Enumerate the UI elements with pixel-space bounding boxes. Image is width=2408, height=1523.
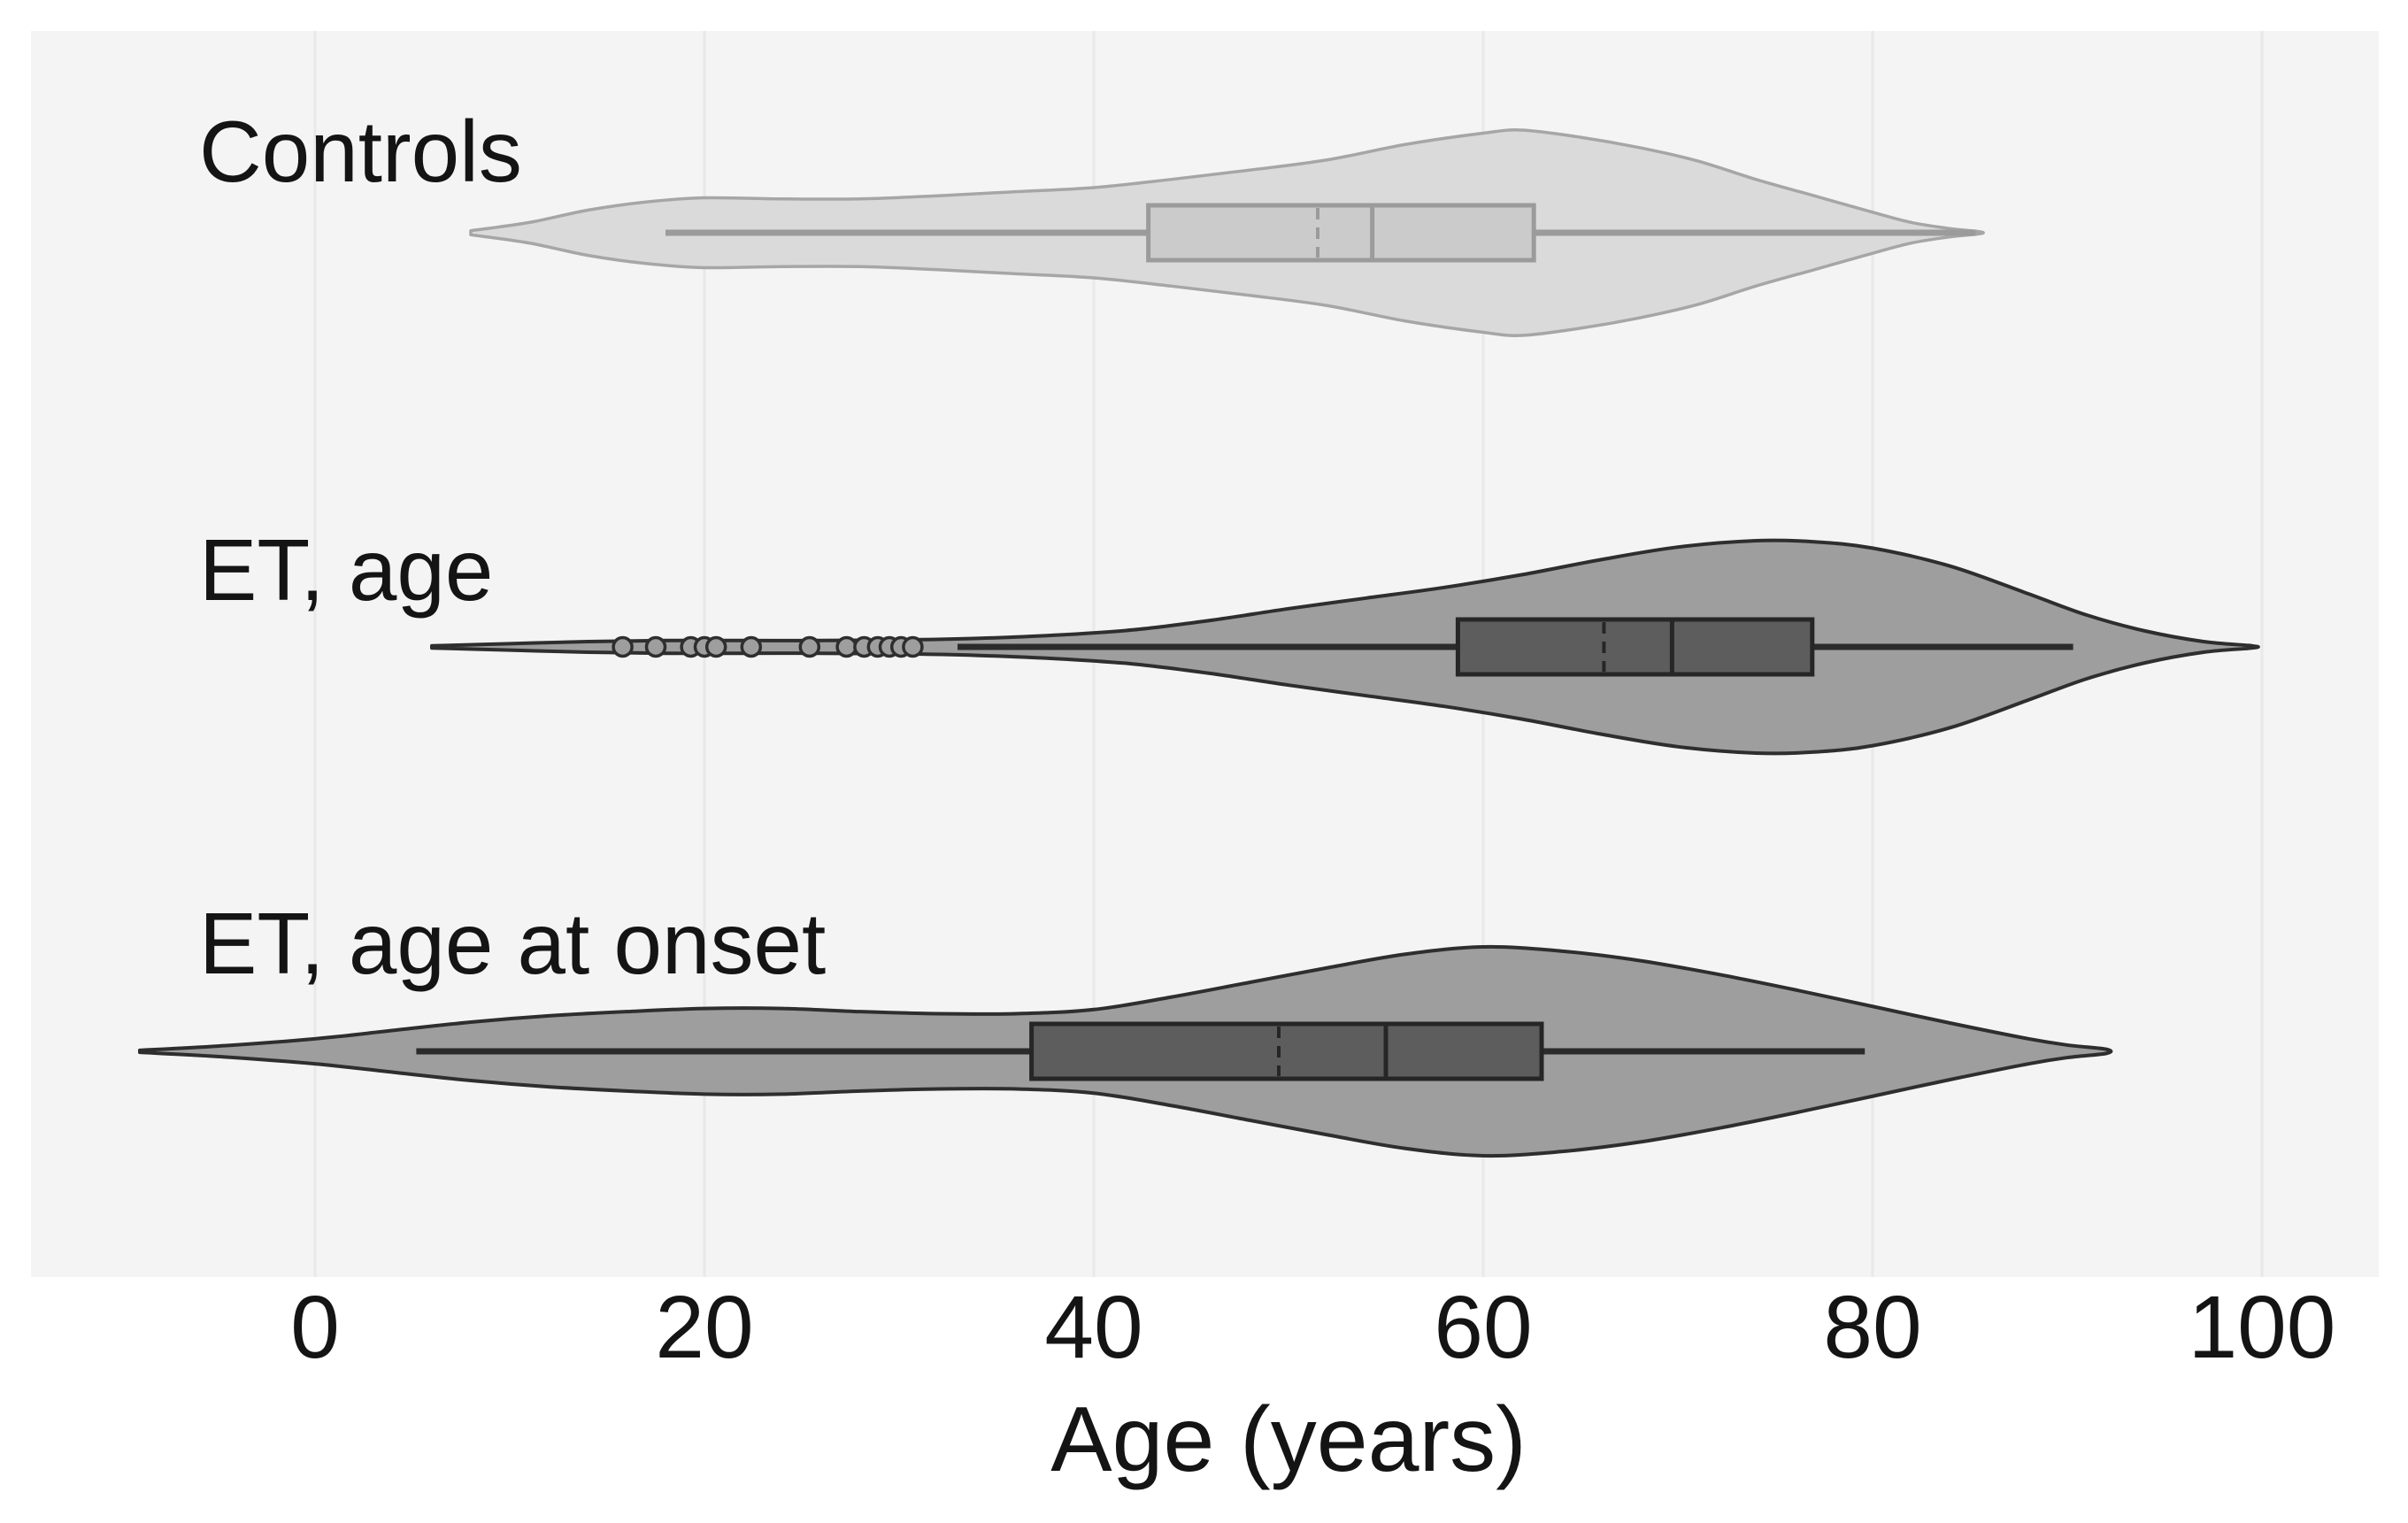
series-controls: Controls xyxy=(199,103,1985,337)
series-et-age: ET, age xyxy=(199,521,2260,756)
iqr-box xyxy=(1146,203,1536,263)
row-label: ET, age at onset xyxy=(199,895,826,992)
row-label: Controls xyxy=(199,103,522,200)
x-tick-label: 20 xyxy=(655,1278,753,1377)
outlier-point xyxy=(835,635,858,658)
outlier-point xyxy=(644,635,667,658)
iqr-box xyxy=(1029,1021,1544,1081)
x-tick-label: 80 xyxy=(1823,1278,1921,1377)
x-axis-ticks: 0 20 40 60 80 100 xyxy=(290,1278,2335,1377)
outlier-point xyxy=(740,635,763,658)
series-et-age-at-onset: ET, age at onset xyxy=(138,895,2113,1158)
iqr-box xyxy=(1455,617,1815,677)
x-tick-label: 0 xyxy=(290,1278,340,1377)
x-tick-label: 60 xyxy=(1434,1278,1532,1377)
outlier-point xyxy=(902,635,924,658)
x-axis-title: Age (years) xyxy=(1050,1388,1527,1491)
x-tick-label: 100 xyxy=(2189,1278,2336,1377)
outlier-point xyxy=(704,635,727,658)
outlier-point xyxy=(798,635,821,658)
outlier-point xyxy=(612,635,634,658)
row-label: ET, age xyxy=(199,521,493,619)
x-tick-label: 40 xyxy=(1044,1278,1142,1377)
